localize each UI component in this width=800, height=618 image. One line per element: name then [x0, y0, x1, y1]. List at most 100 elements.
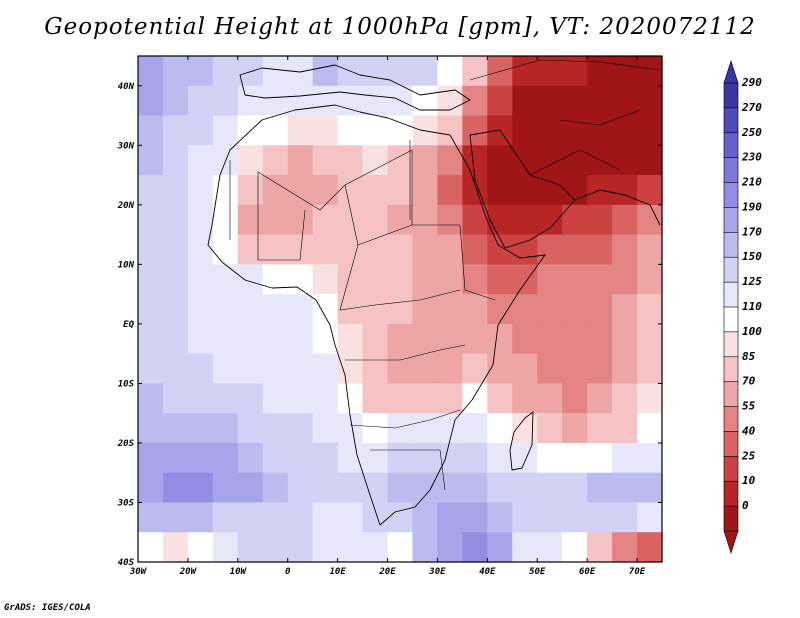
colorbar-swatch: [723, 406, 739, 433]
height-cell: [637, 294, 663, 325]
height-cell: [562, 204, 588, 236]
height-cell: [362, 204, 389, 236]
colorbar-swatch: [723, 82, 739, 109]
madagascar-coastline: [509, 411, 534, 471]
height-cell: [187, 204, 214, 236]
height-cell: [587, 294, 613, 325]
height-cell: [562, 56, 588, 87]
lon-label: 20W: [179, 567, 198, 577]
height-cell: [337, 85, 364, 117]
border-line: [459, 224, 496, 301]
height-cell: [262, 353, 289, 385]
height-cell: [237, 145, 264, 176]
height-cell: [487, 353, 513, 385]
height-cell: [512, 234, 538, 265]
height-cell: [162, 502, 189, 533]
height-cell: [187, 472, 214, 504]
height-cell: [162, 323, 189, 355]
colorbar-swatch: [723, 306, 739, 333]
height-cell: [287, 502, 314, 533]
border-line: [339, 244, 461, 311]
height-cell: [412, 323, 439, 355]
height-cell: [162, 264, 189, 295]
height-cell: [387, 353, 414, 385]
colorbar-bottom-arrow: [723, 530, 739, 554]
height-cell: [487, 323, 513, 355]
height-cell: [562, 323, 588, 355]
height-cell: [312, 204, 339, 236]
height-cell: [312, 294, 339, 325]
height-cell: [262, 323, 289, 355]
height-cell: [362, 234, 389, 265]
height-cell: [412, 442, 439, 474]
axis-ticks: [137, 56, 662, 563]
height-cell: [162, 532, 189, 563]
height-cell: [637, 472, 663, 504]
colorbar-label: 55: [742, 400, 756, 413]
height-cell: [387, 264, 414, 295]
height-cell: [637, 323, 663, 355]
europe-coastline: [239, 64, 471, 111]
height-cell: [462, 472, 488, 504]
lat-label: 10N: [118, 260, 135, 270]
height-cell: [162, 56, 189, 87]
height-cell: [362, 472, 389, 504]
height-cell: [512, 56, 538, 87]
height-cell: [462, 115, 488, 146]
height-cell: [162, 353, 189, 385]
height-cell: [412, 264, 439, 295]
height-cell: [337, 383, 364, 414]
height-cell: [587, 383, 613, 414]
height-cell: [362, 413, 389, 444]
coastlines: [207, 64, 661, 526]
height-cell: [512, 472, 538, 504]
height-cell: [362, 323, 389, 355]
height-cell: [337, 502, 364, 533]
height-cell: [262, 294, 289, 325]
height-cell: [487, 85, 513, 117]
colorbar-swatch: [723, 107, 739, 134]
height-cell: [212, 383, 239, 414]
height-cell: [612, 353, 638, 385]
border-line: [559, 109, 641, 126]
height-cell: [262, 56, 289, 87]
height-cell: [337, 294, 364, 325]
height-cell: [462, 323, 488, 355]
height-cell: [637, 85, 663, 117]
height-cell: [162, 413, 189, 444]
height-cell: [612, 413, 638, 444]
height-cell: [138, 175, 164, 206]
height-cell: [587, 115, 613, 146]
colorbar-swatch: [723, 431, 739, 457]
height-cell: [437, 294, 463, 325]
height-cell: [212, 234, 239, 265]
colorbar-swatch: [723, 356, 739, 383]
height-cell: [587, 204, 613, 236]
height-cell: [362, 264, 389, 295]
colorbar-label: 230: [741, 151, 762, 164]
height-cell: [487, 413, 513, 444]
lon-label: 30E: [428, 567, 446, 577]
height-cell: [512, 175, 538, 206]
height-cell: [362, 532, 389, 563]
height-cell: [512, 294, 538, 325]
lon-label: 10E: [329, 567, 346, 577]
height-cell: [587, 442, 613, 474]
height-cell: [512, 383, 538, 414]
height-cell: [487, 204, 513, 236]
grads-credit: GrADS: IGES/COLA: [4, 603, 91, 613]
height-cell: [312, 502, 339, 533]
height-cell: [312, 234, 339, 265]
height-cell: [212, 85, 239, 117]
height-cell: [612, 532, 638, 563]
height-cell: [287, 532, 314, 563]
colorbar-swatch: [723, 157, 739, 184]
height-cell: [387, 294, 414, 325]
height-cell: [287, 294, 314, 325]
height-cell: [562, 532, 588, 563]
height-cell: [138, 472, 164, 504]
height-cell: [262, 204, 289, 236]
height-cell: [437, 264, 463, 295]
colorbar-label: 290: [741, 76, 762, 89]
height-cell: [412, 383, 439, 414]
